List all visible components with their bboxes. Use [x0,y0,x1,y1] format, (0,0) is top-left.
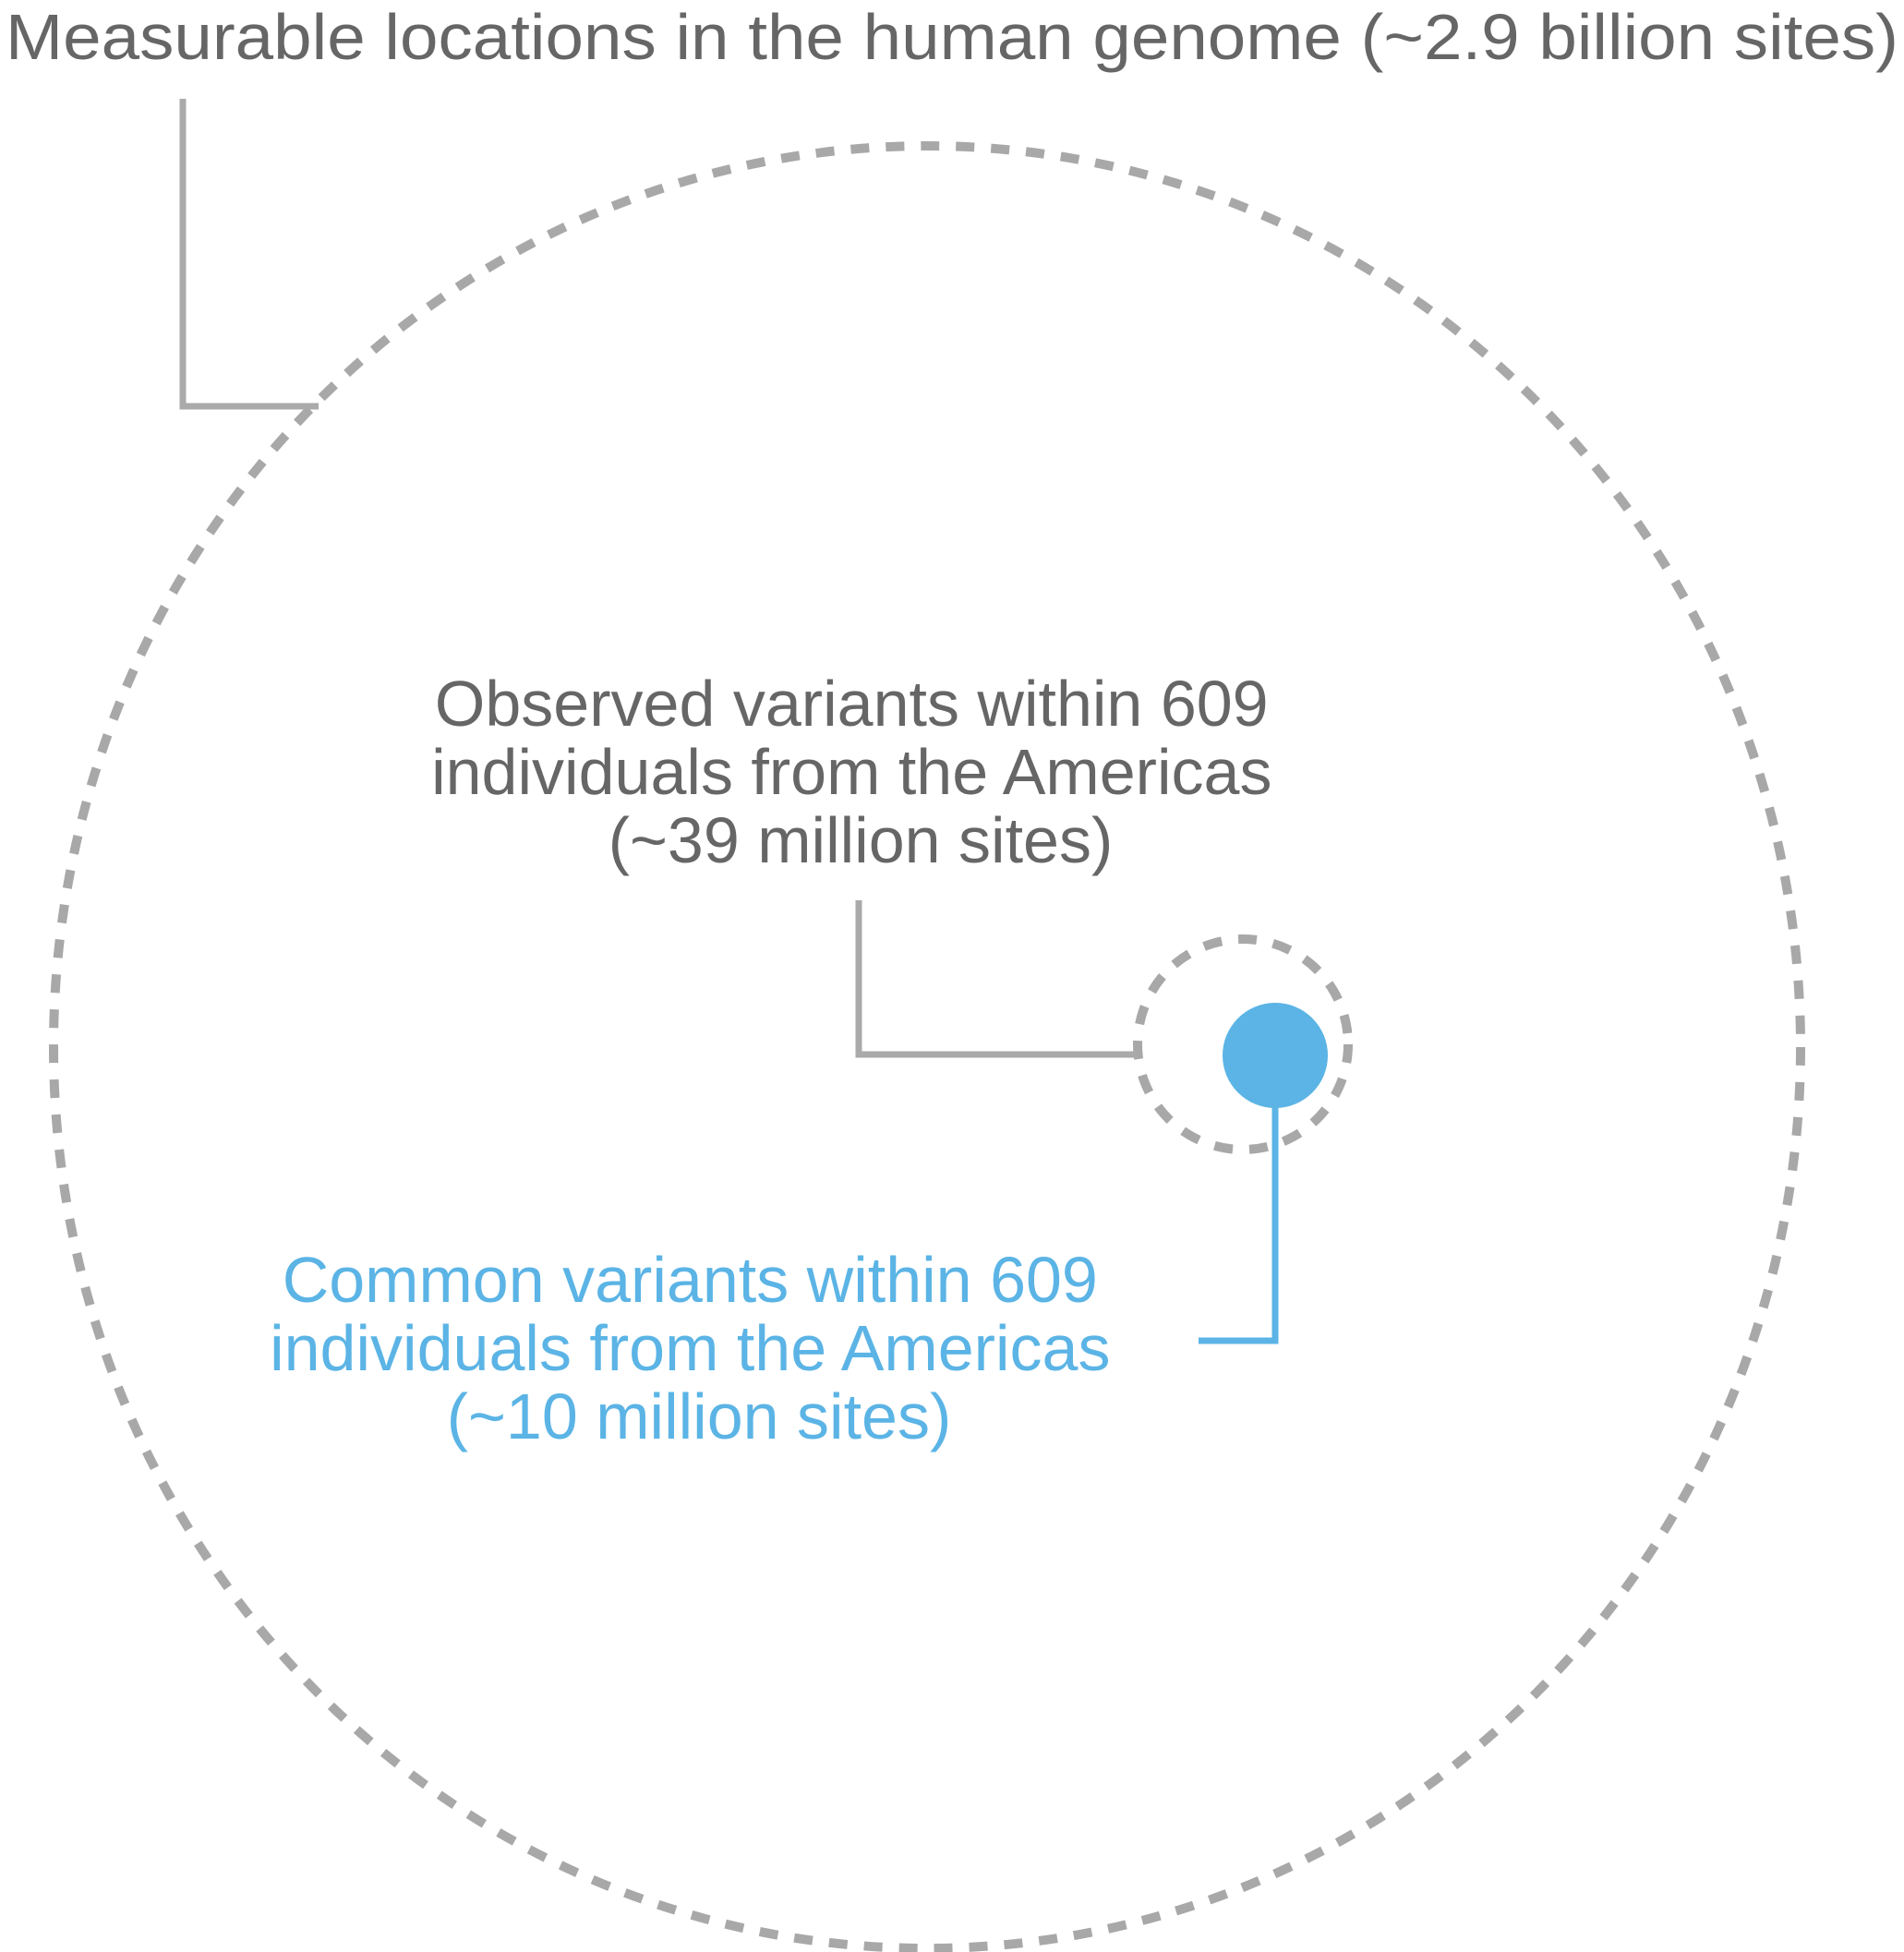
common-label-line-3: (~10 million sites) [447,1380,952,1452]
observed-leader-line [855,900,1138,1058]
genome-ring [49,141,1805,1952]
common-label-line-2: individuals from the Americas [270,1312,1110,1384]
common-leader-line [1199,1103,1279,1344]
common-label-line-1: Common variants within 609 [283,1244,1098,1316]
genome-leader-line [179,99,319,410]
observed-label-line-1: Observed variants within 609 [435,668,1269,740]
observed-label: Observed variants within 609 individuals… [431,668,1290,876]
common-label: Common variants within 609 individuals f… [270,1244,1128,1452]
observed-label-line-3: (~39 million sites) [609,804,1114,876]
common-variants-dot [1223,1003,1328,1108]
genome-label: Measurable locations in the human genome… [6,1,1898,73]
observed-variants-ring [1133,934,1353,1154]
observed-label-line-2: individuals from the Americas [431,736,1271,808]
